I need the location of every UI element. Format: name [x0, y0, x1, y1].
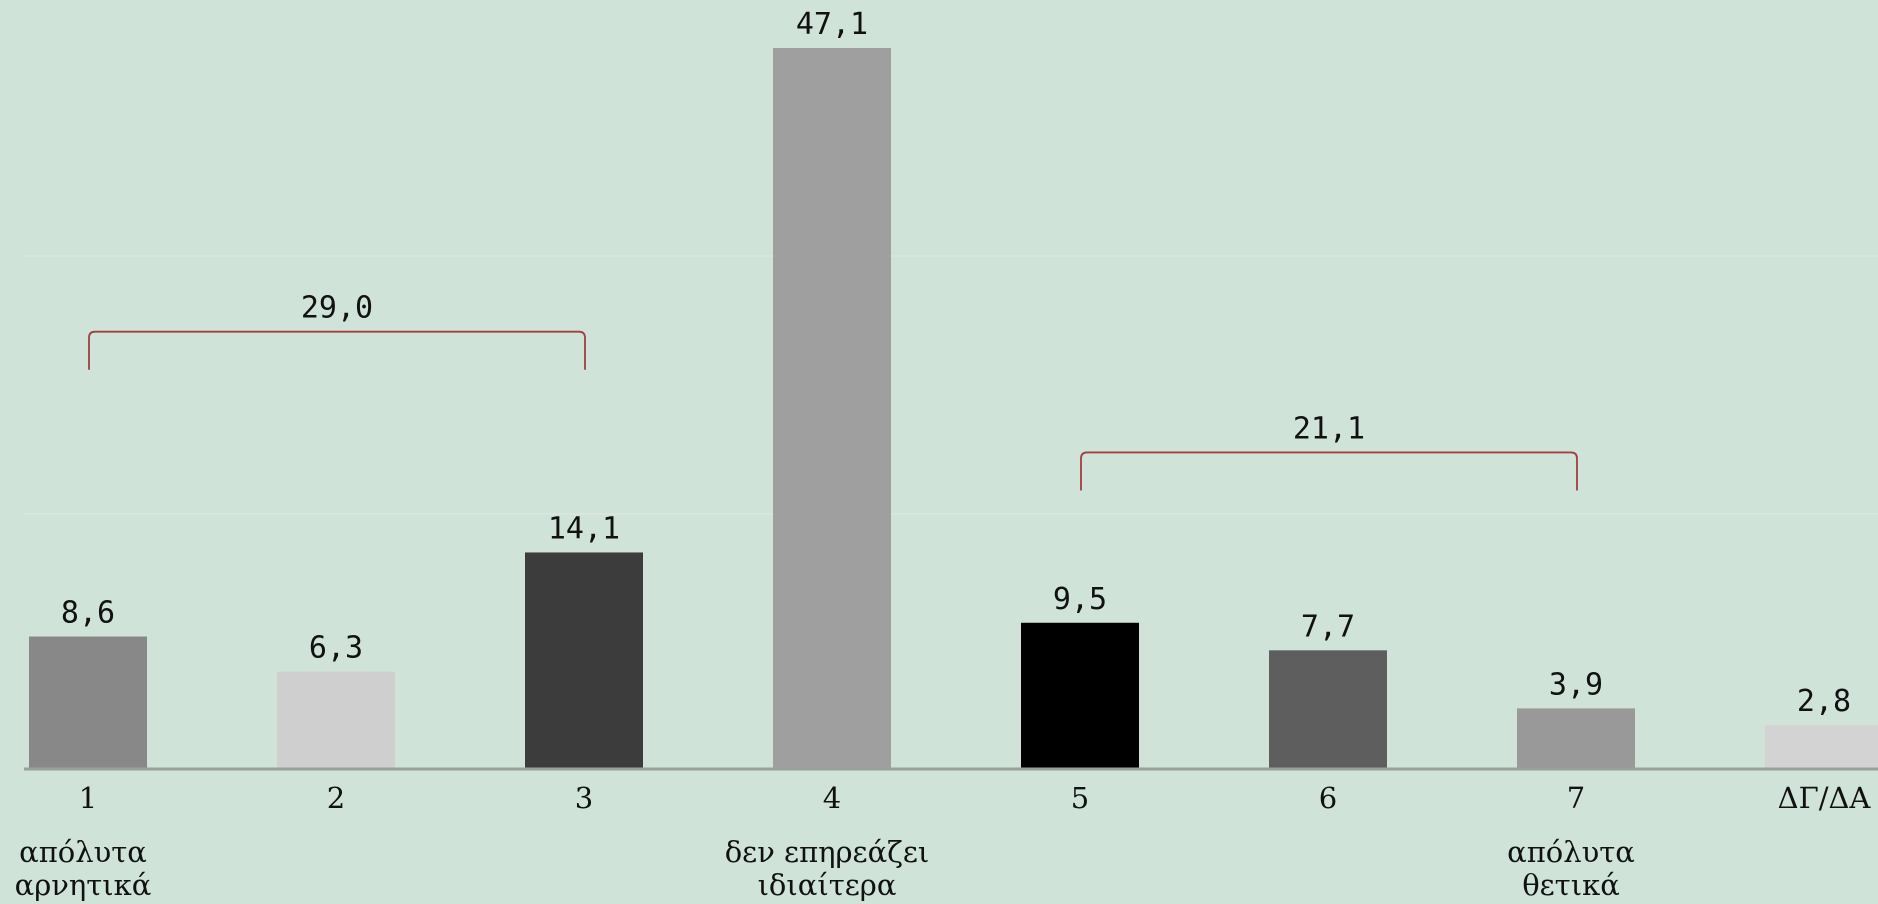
x-tick-label: 4: [823, 781, 841, 815]
group-bracket: [1080, 451, 1578, 491]
bar: [1765, 725, 1878, 768]
x-tick-label: 1: [79, 781, 97, 815]
x-tick-label: 6: [1319, 781, 1337, 815]
bar-value-label: 6,3: [309, 631, 363, 666]
axis-anchor-label: δεν επηρεάζει: [725, 835, 930, 869]
group-total-label: 21,1: [1293, 411, 1365, 446]
axis-anchor-label: θετικά: [1522, 868, 1620, 902]
x-tick-label: ΔΓ/ΔΑ: [1778, 781, 1872, 815]
bar-value-label: 14,1: [548, 511, 620, 546]
bar-value-label: 7,7: [1301, 609, 1355, 644]
bar: [1269, 650, 1387, 768]
axis-anchor-label: απόλυτα: [19, 835, 147, 869]
bar-value-label: 47,1: [796, 7, 868, 42]
axis-anchor-label: ιδιαίτερα: [758, 868, 897, 902]
bar: [773, 48, 891, 768]
group-bracket: [88, 330, 586, 370]
x-tick-label: 5: [1071, 781, 1089, 815]
bar: [525, 552, 643, 768]
group-brackets: [88, 330, 1578, 491]
bars: [29, 48, 1878, 768]
x-tick-label: 3: [575, 781, 593, 815]
bar-value-label: 3,9: [1549, 667, 1603, 702]
bar: [1517, 708, 1635, 768]
bar-value-label: 2,8: [1797, 684, 1851, 719]
group-total-label: 29,0: [301, 291, 373, 326]
labels: 8,6 1 6,3 2 14,1 3 47,1 4 9,5 5 7,7 6 3,9 7 2,8 ΔΓ/ΔΑ απ…: [15, 7, 1872, 902]
bar: [1021, 622, 1139, 768]
axis-anchor-label: αρνητικά: [15, 868, 152, 902]
gridlines: [24, 255, 1878, 515]
bar-value-label: 8,6: [61, 596, 115, 631]
x-tick-label: 7: [1567, 781, 1585, 815]
bar-value-label: 9,5: [1053, 582, 1107, 617]
x-tick-label: 2: [327, 781, 345, 815]
bar: [29, 636, 147, 768]
bar: [277, 671, 395, 768]
axis-anchor-label: απόλυτα: [1507, 835, 1635, 869]
